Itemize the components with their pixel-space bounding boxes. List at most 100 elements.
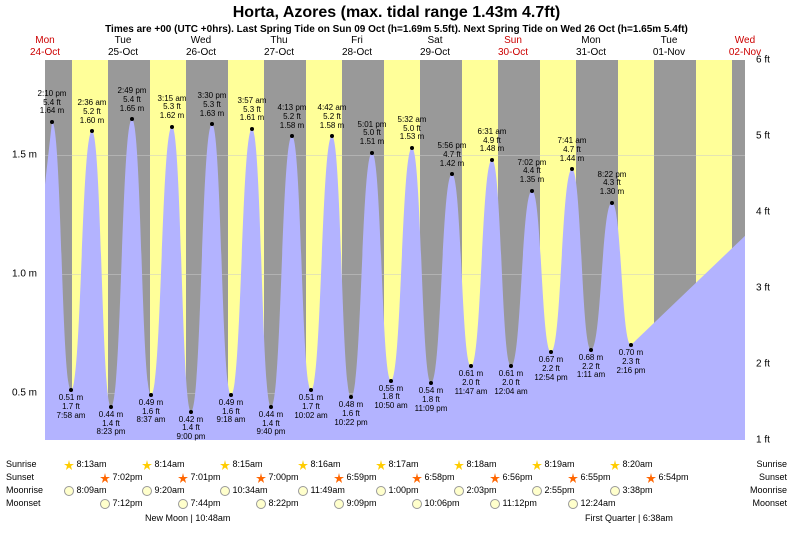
tide-label: 7:02 pm4.4 ft1.35 m xyxy=(518,159,547,185)
sunrise-label: Sunrise xyxy=(6,459,37,469)
tide-point xyxy=(50,120,54,124)
date-label: Thu27-Oct xyxy=(259,35,299,59)
star-icon xyxy=(454,460,464,470)
moonset-time: 7:44pm xyxy=(178,498,221,509)
tide-point xyxy=(389,379,393,383)
sunset-row: SunsetSunset 7:02pm 7:01pm 7:00pm 6:59pm… xyxy=(0,472,793,486)
moonrise-time: 2:55pm xyxy=(532,485,575,496)
sunset-time: 6:54pm xyxy=(646,472,689,483)
sunrise-time: 8:14am xyxy=(142,459,185,470)
tide-label: 6:31 am4.9 ft1.48 m xyxy=(478,128,507,154)
moon-icon xyxy=(220,486,230,496)
y-axis-right: 1 ft2 ft3 ft4 ft5 ft6 ft xyxy=(748,60,793,440)
moon-icon xyxy=(334,499,344,509)
moon-icon xyxy=(100,499,110,509)
y-tick-ft: 4 ft xyxy=(756,207,770,218)
tide-label: 0.51 m1.7 ft7:58 am xyxy=(57,394,86,420)
moonset-label: Moonset xyxy=(752,498,787,508)
tide-label: 0.55 m1.8 ft10:50 am xyxy=(374,385,407,411)
star-icon xyxy=(178,473,188,483)
sunrise-time: 8:20am xyxy=(610,459,653,470)
tide-point xyxy=(309,388,313,392)
moonset-time: 11:12pm xyxy=(490,498,537,509)
tide-label: 0.42 m1.4 ft9:00 pm xyxy=(177,416,206,442)
moonrise-time: 11:49am xyxy=(298,485,345,496)
sunrise-label: Sunrise xyxy=(756,459,787,469)
moonrise-time: 10:34am xyxy=(220,485,268,496)
star-icon xyxy=(100,473,110,483)
tide-label: 0.44 m1.4 ft8:23 pm xyxy=(97,411,126,437)
moonrise-time: 2:03pm xyxy=(454,485,497,496)
plot-area: 2:10 pm5.4 ft1.64 m0.51 m1.7 ft7:58 am2:… xyxy=(45,60,745,440)
tide-point xyxy=(610,201,614,205)
moon-icon xyxy=(490,499,500,509)
tide-point xyxy=(109,405,113,409)
date-label: Tue01-Nov xyxy=(649,35,689,59)
tide-label: 5:01 pm5.0 ft1.51 m xyxy=(358,121,387,147)
tide-point xyxy=(170,125,174,129)
moon-icon xyxy=(64,486,74,496)
tide-label: 0.61 m2.0 ft12:04 am xyxy=(494,370,527,396)
tide-label: 0.68 m2.2 ft1:11 am xyxy=(577,354,605,380)
tide-label: 2:36 am5.2 ft1.60 m xyxy=(78,99,107,125)
tide-point xyxy=(349,395,353,399)
sunrise-time: 8:15am xyxy=(220,459,263,470)
tide-label: 3:30 pm5.3 ft1.63 m xyxy=(198,92,227,118)
moonset-time: 10:06pm xyxy=(412,498,460,509)
tide-point xyxy=(570,167,574,171)
moon-icon xyxy=(454,486,464,496)
tide-label: 2:10 pm5.4 ft1.64 m xyxy=(38,90,67,116)
sunrise-time: 8:16am xyxy=(298,459,341,470)
moon-icon xyxy=(568,499,578,509)
sunrise-time: 8:13am xyxy=(64,459,107,470)
moonrise-time: 8:09am xyxy=(64,485,107,496)
tide-point xyxy=(629,343,633,347)
moonrise-time: 3:38pm xyxy=(610,485,653,496)
tide-point xyxy=(250,127,254,131)
tide-point xyxy=(490,158,494,162)
moon-icon xyxy=(610,486,620,496)
moon-phase-label: New Moon | 10:48am xyxy=(145,513,230,523)
moon-icon xyxy=(532,486,542,496)
y-tick-ft: 2 ft xyxy=(756,359,770,370)
date-label: Sat29-Oct xyxy=(415,35,455,59)
tide-point xyxy=(149,393,153,397)
y-axis-left: 0.5 m1.0 m1.5 m xyxy=(0,60,45,440)
y-tick-ft: 6 ft xyxy=(756,55,770,66)
y-tick-ft: 3 ft xyxy=(756,283,770,294)
moon-icon xyxy=(142,486,152,496)
moonrise-row: MoonriseMoonrise 8:09am 9:20am 10:34am 1… xyxy=(0,485,793,499)
tide-point xyxy=(549,350,553,354)
tide-label: 0.54 m1.8 ft11:09 pm xyxy=(415,387,448,413)
tide-point xyxy=(210,122,214,126)
tide-label: 7:41 am4.7 ft1.44 m xyxy=(558,137,587,163)
tide-label: 4:13 pm5.2 ft1.58 m xyxy=(278,104,307,130)
sun-moon-section: Sunrise Sunrise 8:13am 8:14am 8:15am 8:16… xyxy=(0,459,793,539)
tide-point xyxy=(130,117,134,121)
sunset-time: 7:00pm xyxy=(256,472,299,483)
tide-label: 0.70 m2.3 ft2:16 pm xyxy=(617,349,646,375)
moonset-time: 12:24am xyxy=(568,498,616,509)
moon-icon xyxy=(256,499,266,509)
tide-point xyxy=(509,364,513,368)
chart-title: Horta, Azores (max. tidal range 1.43m 4.… xyxy=(0,0,793,22)
tide-label: 8:22 pm4.3 ft1.30 m xyxy=(598,171,627,197)
star-icon xyxy=(220,460,230,470)
tide-point xyxy=(450,172,454,176)
moon-icon xyxy=(412,499,422,509)
date-label: Sun30-Oct xyxy=(493,35,533,59)
tide-point xyxy=(229,393,233,397)
moonset-time: 7:12pm xyxy=(100,498,143,509)
sunset-label: Sunset xyxy=(6,472,34,482)
sunset-time: 6:55pm xyxy=(568,472,611,483)
date-label: Mon24-Oct xyxy=(25,35,65,59)
date-label: Mon31-Oct xyxy=(571,35,611,59)
sunrise-time: 8:17am xyxy=(376,459,419,470)
y-tick-m: 1.5 m xyxy=(12,150,37,161)
y-tick-m: 0.5 m xyxy=(12,387,37,398)
moonrise-label: Moonrise xyxy=(750,485,787,495)
tide-point xyxy=(469,364,473,368)
moon-phase-label: First Quarter | 6:38am xyxy=(585,513,673,523)
tide-point xyxy=(370,151,374,155)
tide-label: 5:56 pm4.7 ft1.42 m xyxy=(438,142,467,168)
